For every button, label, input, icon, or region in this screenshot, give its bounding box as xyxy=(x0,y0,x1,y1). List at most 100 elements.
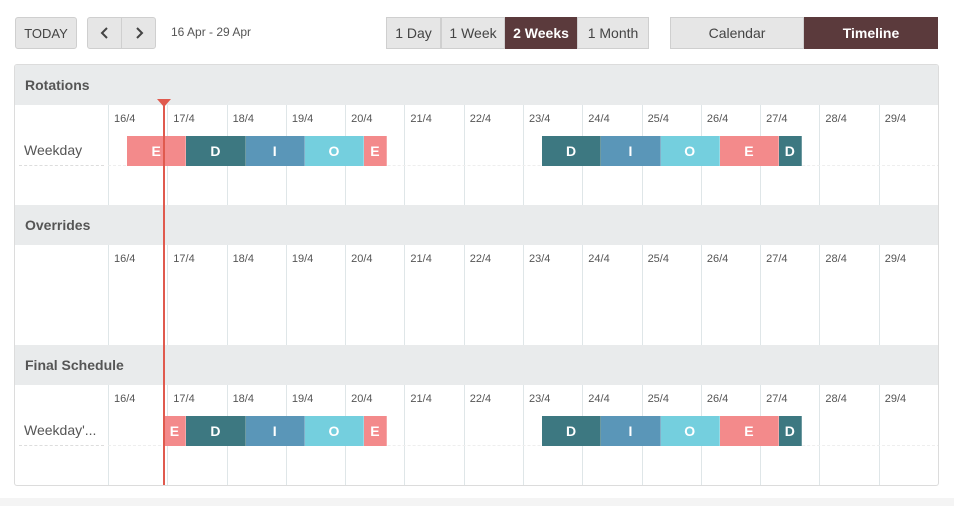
now-line xyxy=(162,100,165,485)
day-label: 26/4 xyxy=(706,113,729,125)
date-range: 16 Apr - 29 Apr xyxy=(171,25,252,39)
today-button[interactable]: TODAY xyxy=(15,17,77,49)
day-column xyxy=(878,385,938,485)
day-label: 19/4 xyxy=(291,393,314,405)
row-divider xyxy=(19,165,104,166)
section-header: Final Schedule xyxy=(15,345,938,385)
day-column xyxy=(700,245,760,345)
shift-block[interactable]: D xyxy=(779,416,802,446)
day-label: 24/4 xyxy=(588,393,610,405)
prev-icon xyxy=(100,27,108,39)
shift-block[interactable]: D xyxy=(186,416,246,446)
day-label: 19/4 xyxy=(291,253,314,265)
shift-block[interactable]: E xyxy=(364,416,387,446)
shift-block[interactable]: E xyxy=(719,136,780,166)
day-label: 24/4 xyxy=(588,253,610,265)
day-label: 21/4 xyxy=(410,393,432,405)
row-divider xyxy=(19,445,104,446)
day-column xyxy=(404,245,463,345)
day-label: 17/4 xyxy=(173,393,195,405)
day-label: 23/4 xyxy=(529,113,551,125)
row-label: Weekday xyxy=(24,142,83,158)
day-column xyxy=(819,245,878,345)
day-label: 17/4 xyxy=(173,113,195,125)
day-label: 20/4 xyxy=(351,113,373,125)
day-label: 25/4 xyxy=(647,393,669,405)
day-label: 27/4 xyxy=(766,393,788,405)
day-label: 20/4 xyxy=(351,393,373,405)
day-label: 16/4 xyxy=(114,113,136,125)
view-button[interactable]: 1 Week xyxy=(441,17,505,49)
shift-block[interactable]: O xyxy=(660,416,720,446)
shift-block[interactable]: I xyxy=(601,136,661,166)
day-label: 18/4 xyxy=(232,393,254,405)
day-label: 27/4 xyxy=(766,113,788,125)
view-button[interactable]: 2 Weeks xyxy=(505,17,577,49)
view-button[interactable]: 1 Day xyxy=(386,17,441,49)
day-label: 28/4 xyxy=(825,253,847,265)
day-column xyxy=(167,245,226,345)
day-column xyxy=(108,385,167,485)
day-column xyxy=(345,245,404,345)
day-label: 22/4 xyxy=(469,113,492,125)
shift-block[interactable]: E xyxy=(719,416,780,446)
shift-block[interactable]: I xyxy=(245,136,305,166)
day-column xyxy=(819,385,878,485)
day-column xyxy=(878,245,938,345)
mode-button[interactable]: Calendar xyxy=(670,17,804,49)
row-divider xyxy=(108,445,938,446)
day-label: 18/4 xyxy=(232,113,254,125)
day-column xyxy=(641,245,701,345)
day-column xyxy=(819,105,878,205)
shift-block[interactable]: O xyxy=(660,136,720,166)
day-label: 29/4 xyxy=(884,393,907,405)
day-label: 20/4 xyxy=(351,253,373,265)
shift-block[interactable]: E xyxy=(364,136,387,166)
day-column xyxy=(285,245,345,345)
day-column xyxy=(463,245,523,345)
shift-block[interactable]: D xyxy=(779,136,802,166)
shift-block[interactable]: D xyxy=(541,416,602,446)
day-label: 25/4 xyxy=(647,253,669,265)
day-label: 28/4 xyxy=(825,393,847,405)
row-divider xyxy=(108,165,938,166)
day-label: 16/4 xyxy=(114,393,136,405)
day-label: 26/4 xyxy=(706,253,729,265)
day-label: 22/4 xyxy=(469,393,492,405)
day-column xyxy=(108,105,167,205)
day-label: 21/4 xyxy=(410,113,432,125)
day-label: 21/4 xyxy=(410,253,432,265)
day-label: 23/4 xyxy=(529,393,551,405)
prev-button[interactable] xyxy=(87,17,122,49)
day-label: 18/4 xyxy=(232,253,254,265)
day-column xyxy=(404,385,463,485)
day-label: 17/4 xyxy=(173,253,195,265)
day-column xyxy=(463,385,523,485)
shift-block[interactable]: O xyxy=(304,136,365,166)
day-column xyxy=(108,245,167,345)
day-column xyxy=(760,245,819,345)
shift-block[interactable]: O xyxy=(304,416,365,446)
shift-block[interactable]: E xyxy=(126,136,187,166)
shift-block[interactable]: D xyxy=(541,136,602,166)
next-icon xyxy=(135,27,143,39)
day-column xyxy=(523,385,582,485)
day-column xyxy=(523,245,582,345)
mode-button[interactable]: Timeline xyxy=(804,17,938,49)
section-header: Overrides xyxy=(15,205,938,245)
footer-strip xyxy=(0,498,954,506)
view-button[interactable]: 1 Month xyxy=(577,17,649,49)
section-header: Rotations xyxy=(15,65,938,105)
day-column xyxy=(582,245,641,345)
next-button[interactable] xyxy=(121,17,156,49)
shift-block[interactable]: I xyxy=(245,416,305,446)
shift-block[interactable]: D xyxy=(186,136,246,166)
day-label: 24/4 xyxy=(588,113,610,125)
shift-block[interactable]: I xyxy=(601,416,661,446)
day-label: 28/4 xyxy=(825,113,847,125)
shift-block[interactable]: E xyxy=(163,416,187,446)
timeline: Rotations 16/4 17/4 18/4 19/4 20/4 21/4 22/4 23/… xyxy=(14,64,939,486)
day-label: 29/4 xyxy=(884,253,907,265)
day-column xyxy=(404,105,463,205)
